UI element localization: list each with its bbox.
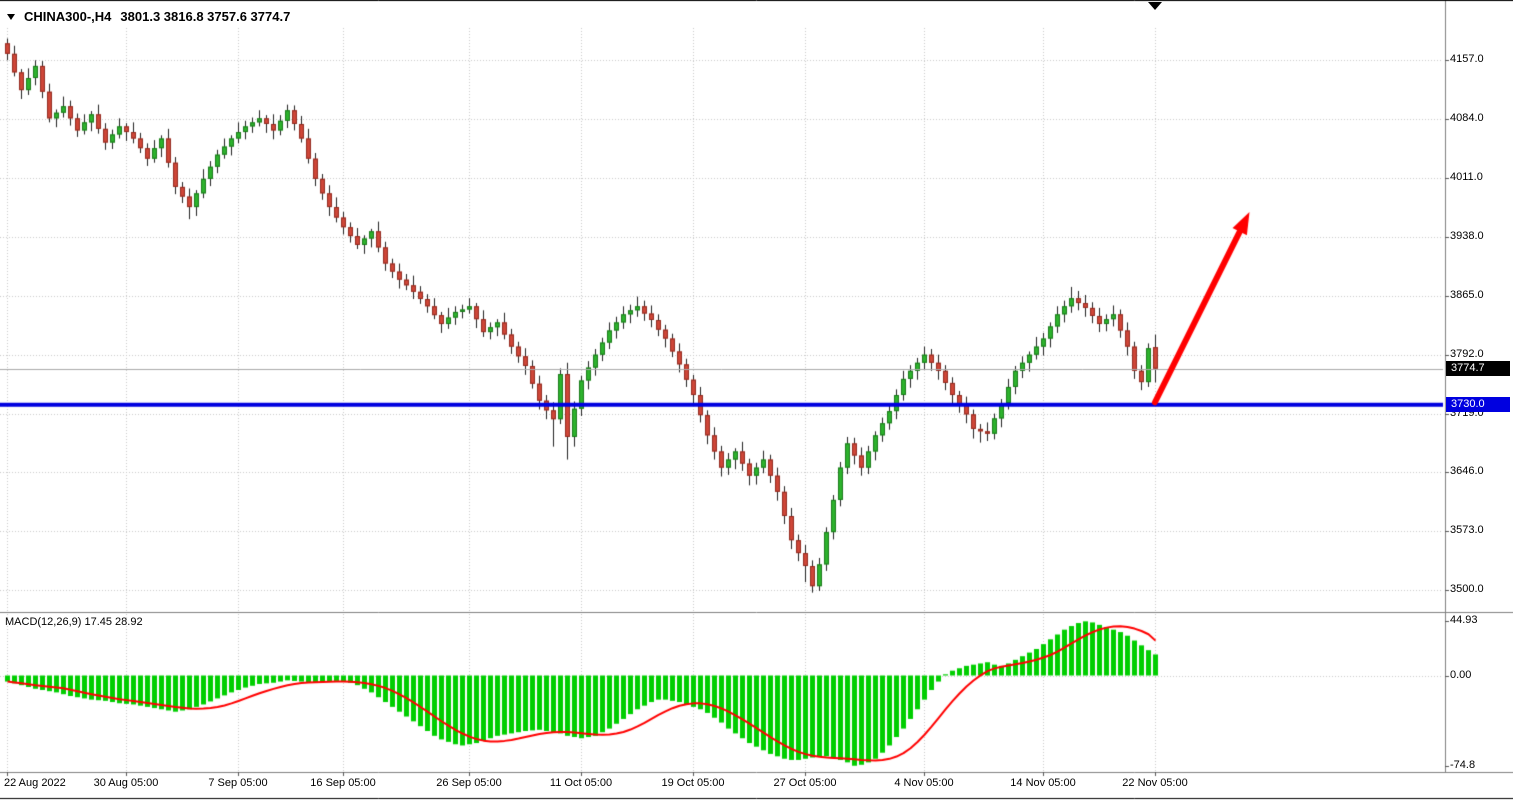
macd-axis-label: 44.93 bbox=[1450, 614, 1478, 627]
price-axis-label: 3938.0 bbox=[1450, 229, 1484, 242]
price-axis-label: 4084.0 bbox=[1450, 112, 1484, 125]
time-axis-label: 7 Sep 05:00 bbox=[208, 777, 268, 789]
price-axis-label: 4157.0 bbox=[1450, 53, 1484, 66]
price-axis-label: 3792.0 bbox=[1450, 347, 1484, 360]
price-axis-label: 3573.0 bbox=[1450, 524, 1484, 537]
price-axis-label: 3500.0 bbox=[1450, 583, 1484, 596]
price-axis-label: 3646.0 bbox=[1450, 465, 1484, 478]
time-axis-label: 11 Oct 05:00 bbox=[549, 777, 613, 789]
price-axis-label: 4011.0 bbox=[1450, 171, 1483, 184]
time-axis-label: 27 Oct 05:00 bbox=[773, 777, 837, 789]
chart-header: CHINA300-,H4 3801.3 3816.8 3757.6 3774.7 bbox=[7, 9, 290, 24]
time-axis-label: 14 Nov 05:00 bbox=[1010, 777, 1076, 789]
macd-axis-label: 0.00 bbox=[1450, 668, 1472, 681]
current-price-tag: 3774.7 bbox=[1446, 360, 1510, 376]
time-axis-label: 19 Oct 05:00 bbox=[661, 777, 725, 789]
current-bar-marker[interactable] bbox=[1148, 2, 1162, 10]
macd-panel-area[interactable] bbox=[0, 614, 1443, 772]
time-axis-label: 16 Sep 05:00 bbox=[310, 777, 376, 789]
support-price-tag: 3730.0 bbox=[1446, 396, 1510, 412]
time-axis-label: 26 Sep 05:00 bbox=[436, 777, 502, 789]
macd-indicator-label: MACD(12,26,9) 17.45 28.92 bbox=[5, 616, 143, 628]
time-axis-label: 22 Nov 05:00 bbox=[1122, 777, 1188, 789]
time-axis-label: 30 Aug 05:00 bbox=[93, 777, 159, 789]
time-axis-label: 22 Aug 2022 bbox=[4, 777, 66, 789]
price-axis-label: 3865.0 bbox=[1450, 288, 1484, 301]
macd-axis-label: -74.8 bbox=[1450, 758, 1476, 771]
time-axis-label: 4 Nov 05:00 bbox=[894, 777, 954, 789]
ohlc-values: 3801.3 3816.8 3757.6 3774.7 bbox=[120, 9, 291, 24]
symbol-dropdown-icon[interactable] bbox=[7, 13, 15, 20]
symbol-timeframe-label: CHINA300-,H4 bbox=[24, 9, 112, 24]
main-chart-area[interactable] bbox=[0, 28, 1443, 612]
